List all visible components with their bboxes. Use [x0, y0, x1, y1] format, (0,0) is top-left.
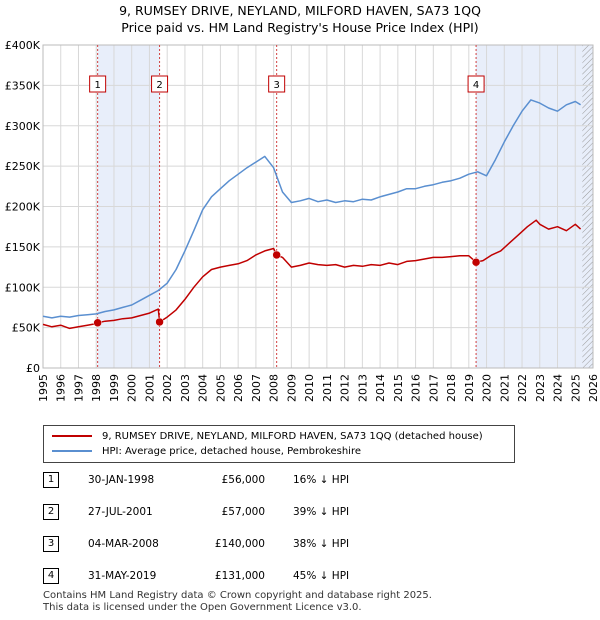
- x-tick-label: 2001: [143, 374, 156, 402]
- footer-line2: This data is licensed under the Open Gov…: [43, 602, 362, 613]
- legend-item-property: 9, RUMSEY DRIVE, NEYLAND, MILFORD HAVEN,…: [52, 430, 483, 444]
- sale-point: [471, 257, 481, 267]
- y-tick-label: £300K: [5, 120, 41, 133]
- x-tick-label: 2025: [569, 374, 582, 402]
- footer-line1: Contains HM Land Registry data © Crown c…: [43, 590, 432, 601]
- sale-number-badge: 4: [43, 568, 59, 584]
- sale-hpi-diff: 39% ↓ HPI: [293, 506, 350, 518]
- x-tick-label: 2024: [552, 374, 565, 402]
- x-tick-label: 1998: [90, 374, 103, 402]
- sale-date: 04-MAR-2008: [88, 538, 159, 550]
- sale-point: [155, 317, 164, 327]
- sale-date: 31-MAY-2019: [88, 570, 157, 582]
- chart-title: 9, RUMSEY DRIVE, NEYLAND, MILFORD HAVEN,…: [0, 2, 600, 36]
- property-price-line: [42, 219, 582, 330]
- x-tick-label: 2014: [374, 374, 387, 402]
- legend-item-hpi: HPI: Average price, detached house, Pemb…: [52, 445, 361, 459]
- x-tick-label: 2015: [392, 374, 405, 402]
- table-row: 4 31-MAY-2019 £131,000 45% ↓ HPI: [43, 568, 383, 584]
- table-row: 1 30-JAN-1998 £56,000 16% ↓ HPI: [43, 472, 383, 488]
- x-tick-label: 2007: [250, 374, 263, 402]
- x-tick-label: 2019: [463, 374, 476, 402]
- chart-legend: 9, RUMSEY DRIVE, NEYLAND, MILFORD HAVEN,…: [43, 425, 515, 463]
- y-tick-label: £100K: [5, 281, 41, 294]
- table-row: 2 27-JUL-2001 £57,000 39% ↓ HPI: [43, 504, 383, 520]
- sale-number-badge: 2: [43, 504, 59, 520]
- y-tick-label: £400K: [5, 39, 41, 52]
- y-tick-label: £50K: [12, 322, 41, 335]
- x-tick-label: 2010: [303, 374, 316, 402]
- x-tick-label: 2017: [427, 374, 440, 402]
- x-tick-label: 2026: [587, 374, 600, 402]
- table-row: 3 04-MAR-2008 £140,000 38% ↓ HPI: [43, 536, 383, 552]
- sale-date: 27-JUL-2001: [88, 506, 153, 518]
- x-tick-label: 1997: [72, 374, 85, 402]
- chart-title-line1: 9, RUMSEY DRIVE, NEYLAND, MILFORD HAVEN,…: [119, 3, 481, 18]
- legend-swatch-hpi: [52, 450, 92, 452]
- legend-label-hpi: HPI: Average price, detached house, Pemb…: [102, 446, 361, 457]
- x-tick-label: 2018: [445, 374, 458, 402]
- x-tick-label: 2022: [516, 374, 529, 402]
- sale-marker-label: 3: [273, 80, 279, 91]
- x-tick-label: 2004: [197, 374, 210, 402]
- x-tick-label: 1999: [108, 374, 121, 402]
- sale-price: £140,000: [214, 538, 265, 550]
- sale-marker-label: 1: [94, 80, 100, 91]
- x-tick-label: 2002: [161, 374, 174, 402]
- plot-frame: [42, 44, 594, 369]
- sale-number-badge: 3: [43, 536, 59, 552]
- y-tick-label: £0: [26, 362, 40, 375]
- sale-date: 30-JAN-1998: [88, 474, 155, 486]
- x-tick-label: 2012: [339, 374, 352, 402]
- sale-marker-box: [268, 75, 286, 93]
- sale-marker-box: [89, 75, 107, 93]
- x-tick-label: 2009: [285, 374, 298, 402]
- sale-point: [272, 250, 281, 260]
- x-tick-label: 2016: [410, 374, 423, 402]
- x-tick-label: 2023: [534, 374, 547, 402]
- x-tick-label: 2013: [356, 374, 369, 402]
- sale-price: £57,000: [221, 506, 265, 518]
- sale-hpi-diff: 16% ↓ HPI: [293, 474, 350, 486]
- footer-attribution: Contains HM Land Registry data © Crown c…: [43, 590, 432, 614]
- y-tick-label: £350K: [5, 79, 41, 92]
- sale-marker-box: [151, 75, 169, 93]
- x-tick-label: 1995: [37, 374, 50, 402]
- x-tick-label: 1996: [55, 374, 68, 402]
- x-tick-label: 2005: [214, 374, 227, 402]
- sale-hpi-diff: 38% ↓ HPI: [293, 538, 350, 550]
- sale-point: [93, 318, 102, 328]
- x-tick-label: 2006: [232, 374, 245, 402]
- legend-swatch-property: [52, 435, 92, 437]
- price-chart: £0 £50K £100K £150K £200K £250K £300K £350K £400…: [5, 39, 600, 402]
- sale-hpi-diff: 45% ↓ HPI: [293, 570, 350, 582]
- x-tick-label: 2000: [126, 374, 139, 402]
- y-tick-label: £250K: [5, 160, 41, 173]
- sale-marker-label: 4: [473, 80, 479, 91]
- sale-marker-label: 2: [156, 80, 162, 91]
- x-tick-label: 2003: [179, 374, 192, 402]
- legend-label-property: 9, RUMSEY DRIVE, NEYLAND, MILFORD HAVEN,…: [102, 431, 483, 442]
- x-tick-label: 2008: [268, 374, 281, 402]
- sale-price: £56,000: [221, 474, 265, 486]
- sale-number-badge: 1: [43, 472, 59, 488]
- x-tick-label: 2021: [498, 374, 511, 402]
- hpi-line: [42, 99, 581, 319]
- y-tick-label: £200K: [5, 201, 41, 214]
- sale-price: £131,000: [214, 570, 265, 582]
- sale-marker-box: [467, 75, 485, 93]
- y-tick-label: £150K: [5, 241, 41, 254]
- x-tick-label: 2011: [321, 374, 334, 402]
- chart-title-line2: Price paid vs. HM Land Registry's House …: [121, 20, 479, 35]
- x-tick-label: 2020: [481, 374, 494, 402]
